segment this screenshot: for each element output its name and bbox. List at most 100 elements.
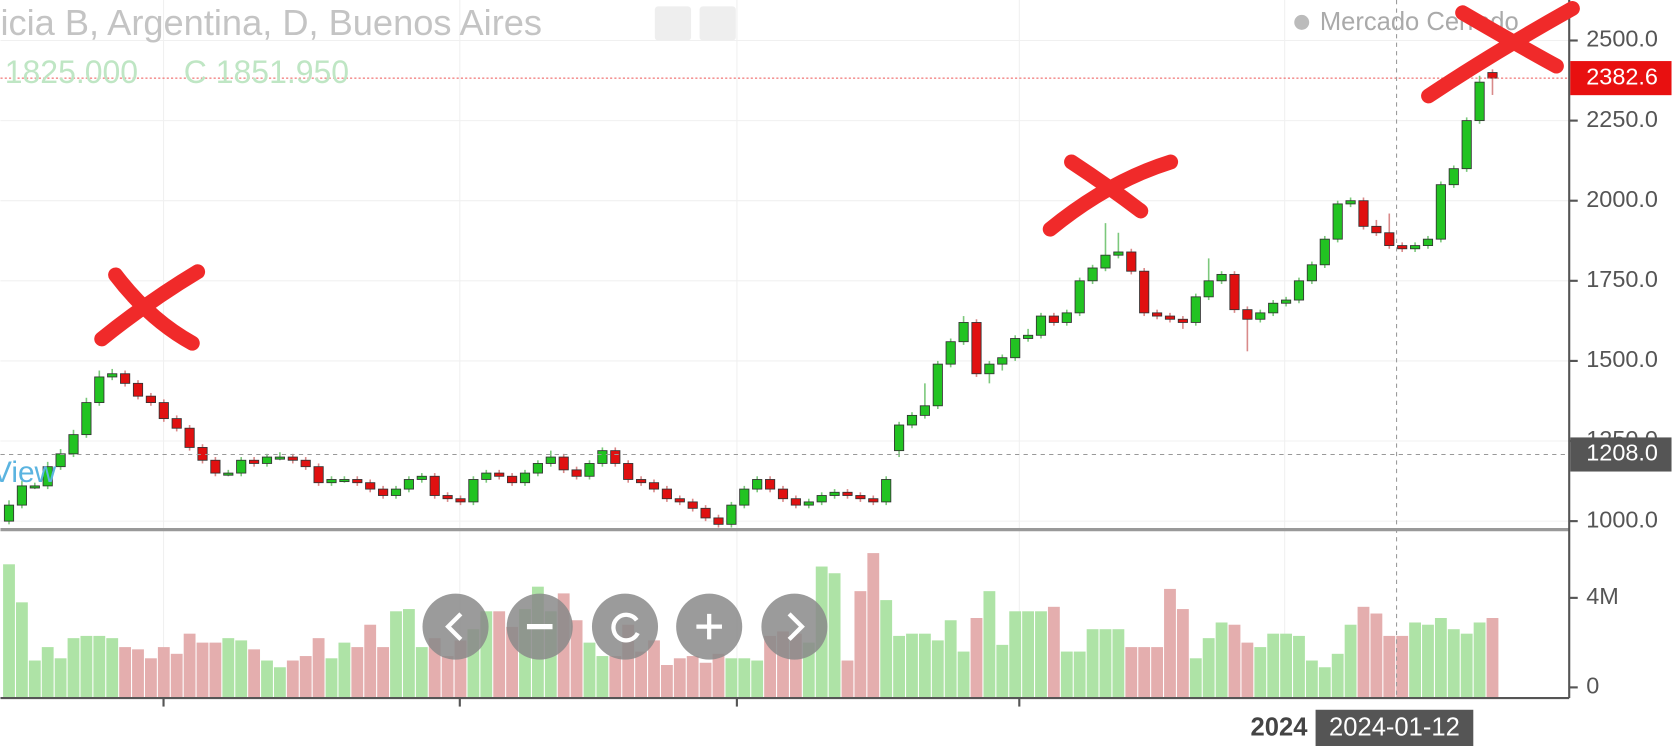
volume-bar [918, 633, 931, 699]
candle-body [300, 459, 311, 468]
candle-body [1358, 200, 1369, 227]
y-tick-label: 2000.0 [1586, 186, 1658, 212]
vol-tick-label: 4M [1586, 583, 1619, 609]
volume-bar [1099, 629, 1112, 699]
volume-bar [699, 662, 712, 699]
volume-bar [1202, 638, 1215, 699]
candle-body [919, 405, 930, 416]
icon [611, 612, 640, 643]
scroll-right-button[interactable] [761, 593, 828, 660]
y-tick-label: 2250.0 [1586, 106, 1658, 132]
candle-body [765, 479, 776, 490]
candle-body [429, 475, 440, 496]
volume-bar [261, 660, 273, 699]
candle-body [1190, 296, 1201, 323]
candle-body [365, 482, 376, 490]
volume-bar [1125, 647, 1138, 699]
volume-bar [1241, 642, 1254, 699]
candle-body [1087, 267, 1098, 282]
candle-body [1397, 245, 1408, 250]
volume-bar [209, 642, 222, 699]
annotations [94, 1, 1580, 351]
settings-icon[interactable] [654, 6, 692, 41]
cross-mark [1042, 154, 1179, 237]
candle-body [223, 472, 234, 476]
last-price-tag [1570, 61, 1672, 96]
volume-bar [402, 609, 415, 699]
volume-bar [80, 635, 93, 699]
volume-bar [1447, 629, 1460, 699]
candle-body [945, 341, 956, 365]
icon [445, 612, 463, 641]
volume-bar [841, 660, 854, 699]
candle-body [532, 463, 543, 474]
candle-body [3, 504, 15, 522]
candle-body [81, 402, 92, 436]
candle-body [739, 488, 750, 506]
volume-bar [1267, 633, 1280, 699]
volume-bar [1280, 633, 1293, 699]
candle-body [1487, 72, 1498, 79]
status-dot [1294, 14, 1310, 30]
volume-bar [1293, 635, 1305, 699]
candle-body [326, 479, 337, 484]
candle-body [1035, 315, 1047, 336]
volume-bar [622, 624, 635, 699]
volume-bar [248, 649, 261, 699]
volume-bar [1215, 622, 1228, 699]
candle-body [636, 479, 647, 484]
volume-bar [931, 640, 944, 699]
volume-bar [312, 638, 325, 699]
volume-bar [1228, 624, 1241, 699]
axis-labels: 1000.01250.01500.01750.02000.02250.02500… [1569, 26, 1672, 699]
candle-body [16, 485, 27, 506]
candle-body [1229, 273, 1240, 311]
candle-body [55, 453, 66, 468]
reset-button[interactable] [591, 593, 659, 660]
volume-bar [235, 640, 248, 699]
candle-body [1461, 120, 1472, 170]
candle-body [597, 450, 608, 464]
settings-icon[interactable] [699, 6, 736, 41]
volume-bar [170, 653, 183, 699]
ref-price-tag [1570, 437, 1672, 472]
candle-body [1216, 273, 1227, 282]
volume-bar [1409, 622, 1421, 699]
volume-bar [441, 656, 454, 699]
scroll-left-button[interactable] [422, 593, 489, 660]
candle-body [403, 479, 414, 490]
volume-bar [1022, 611, 1035, 699]
candle-body [1152, 312, 1163, 317]
volume-bar [325, 658, 338, 699]
candle-body [726, 504, 737, 525]
volume-bar [3, 564, 15, 699]
candle-body [687, 501, 698, 509]
candle-body [120, 373, 131, 384]
volume-bar [751, 660, 764, 699]
candle-body [1293, 280, 1305, 301]
volume-bar [15, 602, 28, 699]
candle-body [842, 491, 853, 496]
volume-bar [196, 642, 209, 699]
volume-bar [1035, 611, 1047, 699]
volume-bar [802, 642, 815, 699]
candle-body [339, 479, 350, 483]
volume-bar [609, 656, 622, 699]
volume-bar [1331, 653, 1344, 699]
candle-body [274, 456, 285, 460]
candle-body [352, 479, 363, 484]
candle-body [1100, 254, 1111, 269]
candle-body [1010, 338, 1021, 359]
icon [696, 613, 722, 640]
candle-body [1345, 200, 1356, 205]
candle-body [261, 456, 273, 464]
candle-body [1074, 280, 1085, 314]
candle-body [623, 463, 634, 480]
volume-bar [106, 638, 119, 699]
candle-body [442, 495, 453, 500]
candle-body [1023, 334, 1034, 339]
volume-bar [1009, 611, 1022, 699]
volume-bar [789, 633, 802, 699]
volume-bar [286, 660, 299, 699]
